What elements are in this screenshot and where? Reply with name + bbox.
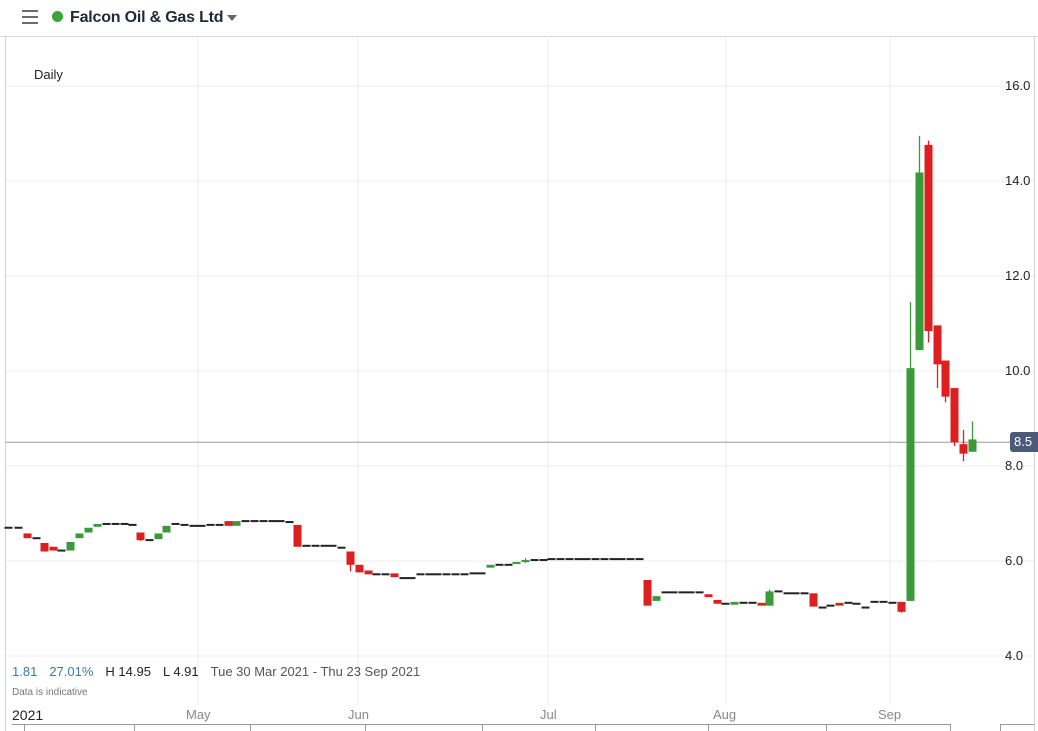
hamburger-icon[interactable] [22,10,38,24]
interval-label[interactable]: Daily [34,67,63,82]
x-axis-label: Jul [540,707,557,722]
x-axis-label: Jun [348,707,369,722]
price-change-percent: 27.01% [49,664,94,679]
x-axis-label: Sep [878,707,902,722]
price-axis-border [1034,37,1035,731]
navigator-tick [826,724,827,731]
y-axis-label: 14.0 [1005,173,1031,188]
instrument-title[interactable]: Falcon Oil & Gas Ltd [70,9,224,26]
navigator-tick [250,724,251,731]
x-axis-label: May [186,707,211,722]
y-axis-label: 4.0 [1005,648,1024,663]
navigator-tick [134,724,135,731]
navigator-tick [950,724,951,731]
header-bar: Falcon Oil & Gas Ltd [0,0,1038,37]
x-axis-label: Aug [713,707,737,722]
time-navigator[interactable] [12,724,950,731]
y-axis-label: 16.0 [1005,78,1031,93]
navigator-tick [24,724,25,731]
navigator-tick [365,724,366,731]
y-axis-label: 12.0 [1005,268,1031,283]
y-axis-label: 10.0 [1005,363,1031,378]
navigator-tick [595,724,596,731]
period-high: H 14.95 [105,664,151,679]
stats-bar: 1.81 27.01% H 14.95 L 4.91 Tue 30 Mar 20… [12,664,432,679]
caret-down-icon[interactable] [227,15,237,21]
price-change: 1.81 [12,664,38,679]
y-axis-label: 8.0 [1005,458,1024,473]
navigator-tick [708,724,709,731]
last-price-tag: 8.5 [1010,432,1038,452]
date-range: Tue 30 Mar 2021 - Thu 23 Sep 2021 [210,664,421,679]
navigator-tick [482,724,483,731]
navigator-handle[interactable] [1000,724,1034,731]
market-status-dot [52,11,63,22]
chart-left-border [5,37,6,731]
period-low: L 4.91 [162,664,199,679]
y-axis-label: 6.0 [1005,553,1024,568]
data-disclaimer: Data is indicative [12,687,88,698]
x-axis-label-year: 2021 [12,707,44,723]
